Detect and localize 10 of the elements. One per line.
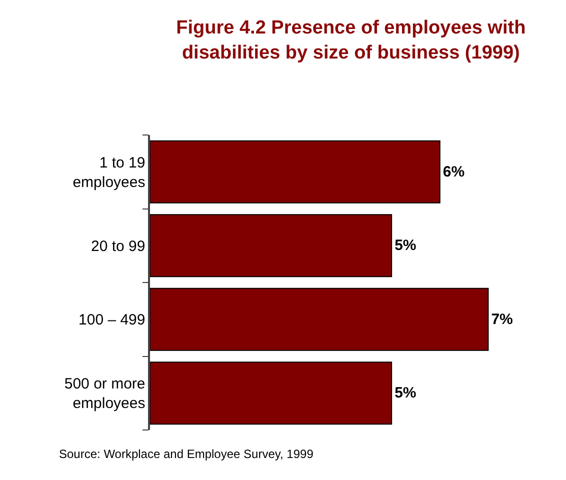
data-label: 5% [394,384,416,402]
y-tick-label: 500 or more employees [64,376,146,412]
data-label: 7% [491,310,513,328]
source-note: Source: Workplace and Employee Survey, 1999 [59,447,314,461]
data-label: 6% [442,163,465,180]
y-tick-label: 100 – 499 [78,312,146,329]
chart-title: Figure 4.2 Presence of employees with disabilities by size of business (1999) [176,18,526,64]
y-tick-label: 20 to 99 [91,238,146,255]
data-label: 5% [394,237,416,254]
y-tick-label: 1 to 19 employees [72,154,146,191]
